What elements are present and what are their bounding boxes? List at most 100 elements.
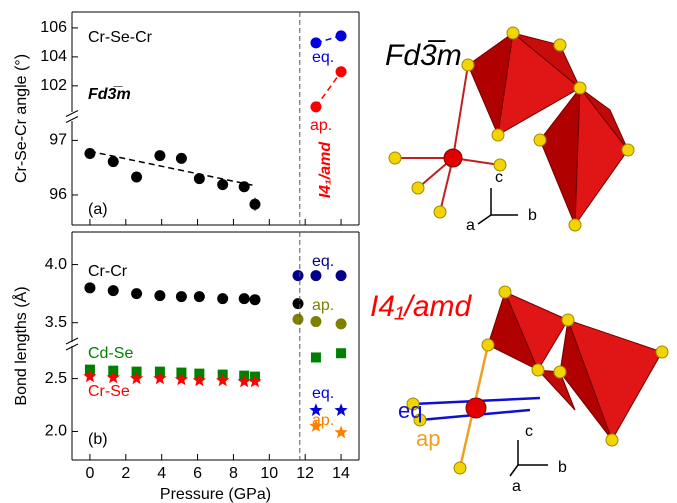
point <box>153 371 167 385</box>
point <box>249 198 261 210</box>
x-axis-label: Pressure (GPa) <box>160 486 271 503</box>
series-label: Cd-Se <box>88 345 133 362</box>
point <box>292 298 304 310</box>
x-tick-label: 12 <box>296 465 314 482</box>
point <box>334 403 348 416</box>
bond-eq: eq <box>398 398 422 423</box>
axis-break <box>65 116 79 123</box>
x-tick-label: 0 <box>85 465 94 482</box>
series-label: ap. <box>312 412 334 429</box>
point <box>249 294 261 306</box>
point <box>216 373 230 387</box>
x-tick-label: 10 <box>260 465 278 482</box>
point <box>292 313 304 325</box>
axis-a: a <box>466 217 475 234</box>
point <box>174 372 189 386</box>
point <box>309 419 323 432</box>
point <box>335 66 347 78</box>
y-tick-label: 4.0 <box>45 256 67 273</box>
point <box>237 374 251 388</box>
axis-c: c <box>525 423 533 440</box>
bond-ap: ap <box>416 426 440 451</box>
point <box>129 371 144 385</box>
point <box>217 179 229 191</box>
y-tick-label: 2.5 <box>45 370 67 387</box>
series-label: eq. <box>312 385 334 402</box>
point <box>238 293 250 305</box>
point <box>84 364 95 375</box>
annotation: (a) <box>88 201 108 218</box>
x-tick-label: 2 <box>121 465 130 482</box>
series-label: Cr-Cr <box>88 263 128 280</box>
point <box>310 101 322 113</box>
point <box>154 150 166 162</box>
series-line <box>315 71 342 108</box>
cubic-structure <box>388 26 635 232</box>
point <box>84 147 96 159</box>
x-tick-label: 14 <box>332 465 350 482</box>
x-tick-label: 6 <box>193 465 202 482</box>
point <box>309 403 323 416</box>
point <box>176 367 187 378</box>
axis-b: b <box>528 207 537 224</box>
point <box>175 291 187 303</box>
point <box>84 282 96 294</box>
point <box>310 352 321 363</box>
series-line <box>89 150 256 187</box>
point <box>193 173 205 185</box>
axis-a: a <box>512 478 521 495</box>
x-tick-label: 4 <box>157 465 166 482</box>
series-label: ap. <box>310 117 332 134</box>
point <box>83 369 97 383</box>
point <box>194 368 205 379</box>
y-tick-label: 97 <box>49 132 67 149</box>
point <box>336 348 347 359</box>
axis-b: b <box>558 459 567 476</box>
y-tick-label: 96 <box>49 186 67 203</box>
point <box>310 37 322 49</box>
annotation: I4₁/amd <box>317 141 334 199</box>
point <box>107 285 119 297</box>
axis-break <box>65 343 79 351</box>
point <box>335 270 347 282</box>
point <box>131 171 143 183</box>
annotation: Fd3̅m <box>88 85 131 103</box>
point <box>107 156 119 168</box>
axis-c: c <box>495 169 503 186</box>
point <box>335 30 347 42</box>
axis-break <box>65 110 79 117</box>
x-tick-label: 8 <box>229 465 238 482</box>
point <box>292 270 304 282</box>
y-tick-label: 104 <box>40 48 67 65</box>
point <box>217 293 229 305</box>
y-tick-label: 2.0 <box>45 423 67 440</box>
annotation: (b) <box>88 431 108 448</box>
point <box>175 152 187 164</box>
axis-break <box>65 337 79 345</box>
series-label: ap. <box>312 297 334 314</box>
cubic-label: Fd3̅m <box>385 39 462 72</box>
annotation: Cr-Se-Cr <box>88 29 153 46</box>
point <box>193 291 205 303</box>
y-axis-label: Cr-Se-Cr angle (°) <box>13 54 30 183</box>
point <box>334 425 348 439</box>
tetragonal-structure <box>406 285 669 477</box>
point <box>248 374 262 388</box>
y-axis-label: Bond lengths (Å) <box>11 286 30 405</box>
point <box>310 316 322 328</box>
y-tick-label: 3.5 <box>45 314 67 331</box>
point <box>192 373 206 387</box>
point <box>106 370 120 384</box>
y-tick-label: 102 <box>40 77 67 94</box>
point <box>310 270 322 282</box>
point <box>131 366 142 377</box>
tetragonal-label: I4₁/amd <box>370 290 472 323</box>
series-label: Cr-Se <box>88 383 130 400</box>
point <box>108 365 119 376</box>
y-tick-label: 106 <box>40 19 67 36</box>
point <box>154 290 166 302</box>
series-label: eq. <box>312 253 334 270</box>
point <box>131 288 143 300</box>
point <box>335 318 347 330</box>
